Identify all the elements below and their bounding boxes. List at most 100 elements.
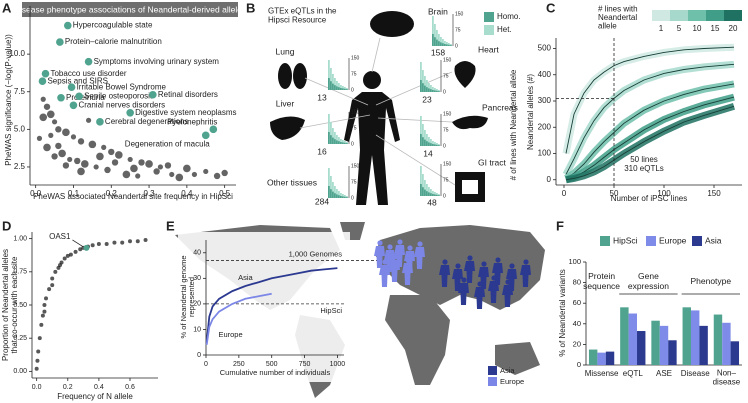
point (153, 168, 160, 175)
histogram-illustration (334, 186, 336, 198)
histogram-illustration (332, 137, 334, 144)
y-tick-label: 100 (568, 257, 581, 266)
histogram-illustration (328, 114, 330, 144)
connector (299, 114, 371, 129)
person-icon (397, 239, 403, 245)
annotation: 310 eQTLs (624, 164, 664, 173)
histogram-illustration (428, 88, 430, 92)
histogram-illustration (342, 140, 344, 144)
x-tick-label: ASE (656, 369, 672, 378)
histogram-illustration (332, 74, 334, 90)
point (35, 358, 40, 363)
person-icon (402, 263, 413, 285)
histogram-illustration (340, 85, 342, 90)
legend-swatch (484, 25, 494, 35)
y-tick-label: 2.5 (14, 162, 26, 171)
legend-title: # lines with Neandertal allele (598, 5, 638, 31)
legend-label: 5 (677, 24, 682, 33)
person-icon (474, 287, 485, 309)
point (62, 128, 70, 137)
histogram-tick-label: 150 (351, 55, 360, 61)
y-tick-label: 0 (197, 352, 201, 359)
panel-label: B (246, 0, 255, 15)
histogram-illustration (330, 176, 332, 198)
histogram-tick-label: 0 (443, 193, 446, 199)
histogram-illustration (426, 141, 428, 146)
bar (597, 352, 606, 365)
histogram-illustration (328, 168, 330, 198)
x-tick-label: 0.4 (181, 189, 193, 198)
histogram-illustration (336, 189, 338, 198)
histogram-illustration (422, 174, 424, 196)
y-tick-label: 0.25 (13, 335, 27, 342)
y-tick-label: 40 (573, 319, 581, 328)
highlight-point (201, 131, 210, 140)
histogram-illustration (446, 42, 448, 46)
bar (682, 307, 691, 365)
x-tick-label: 0.0 (30, 189, 42, 198)
point-label: Tobacco use disorder (50, 69, 126, 78)
y-axis-title: % of Neandertal variants (558, 269, 567, 357)
point (108, 148, 115, 156)
point-label: Irritable Bowel Syndrome (77, 82, 167, 91)
histogram-illustration (344, 142, 346, 144)
histogram-illustration (342, 142, 344, 144)
point (77, 138, 85, 145)
liver-icon (270, 116, 305, 140)
group-label: Gene expression (628, 271, 669, 291)
histogram-tick-label: 75 (351, 125, 357, 131)
person-icon (478, 267, 489, 289)
histogram-illustration (436, 39, 438, 46)
point (96, 241, 101, 246)
bar (659, 325, 669, 365)
histogram-illustration (346, 143, 348, 144)
point (48, 132, 54, 138)
point (93, 164, 99, 170)
point (88, 140, 97, 149)
histogram-tick-label: 75 (455, 27, 461, 33)
point (221, 169, 228, 177)
histogram-illustration (338, 195, 340, 198)
histogram-illustration (424, 180, 426, 196)
y-tick-label: 10 (193, 326, 201, 333)
highlight-point (69, 101, 78, 110)
label-arrow (72, 239, 84, 248)
x-tick-label: 0.3 (144, 189, 156, 198)
point (68, 252, 73, 257)
y-axis-title: PheWAS significance (−log(P-value)) (4, 34, 13, 166)
point-label: Sepsis and SIRS (47, 76, 107, 85)
axis-title: # of lines with Neandertal allele (509, 69, 518, 180)
person-icon (382, 259, 388, 265)
histogram-illustration (436, 144, 438, 146)
legend-swatch (652, 10, 670, 21)
tissue-count: 158 (431, 47, 445, 57)
tissue-name: Liver (276, 98, 295, 108)
point (111, 159, 119, 166)
panel-label: E (166, 218, 175, 233)
point (128, 239, 132, 244)
point (70, 134, 77, 140)
x-axis-title: Frequency of N allele (57, 392, 133, 401)
histogram-illustration (420, 134, 422, 146)
legend-label: Asia (705, 235, 722, 245)
histogram-illustration (438, 194, 440, 196)
histogram-illustration (430, 189, 432, 196)
legend-label: 1 (659, 24, 664, 33)
series-label: Asia (238, 273, 253, 282)
x-axis-title: PheWAS associated Neandertal site freque… (33, 192, 233, 201)
heart-icon (454, 61, 476, 88)
bar (722, 322, 731, 365)
point (81, 160, 89, 168)
histogram-illustration (330, 68, 332, 90)
histogram-illustration (428, 192, 430, 196)
inset-background (178, 232, 350, 382)
point (39, 113, 48, 122)
person-icon (392, 254, 398, 260)
y-tick-label: 30 (193, 275, 201, 282)
histogram-illustration (330, 189, 332, 198)
histogram-illustration (436, 143, 438, 146)
continent (495, 342, 540, 375)
histogram-illustration (434, 88, 436, 92)
histogram-illustration (424, 85, 426, 92)
